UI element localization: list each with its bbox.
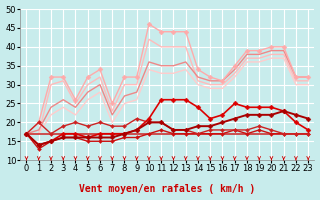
X-axis label: Vent moyen/en rafales ( km/h ): Vent moyen/en rafales ( km/h ): [79, 184, 255, 194]
